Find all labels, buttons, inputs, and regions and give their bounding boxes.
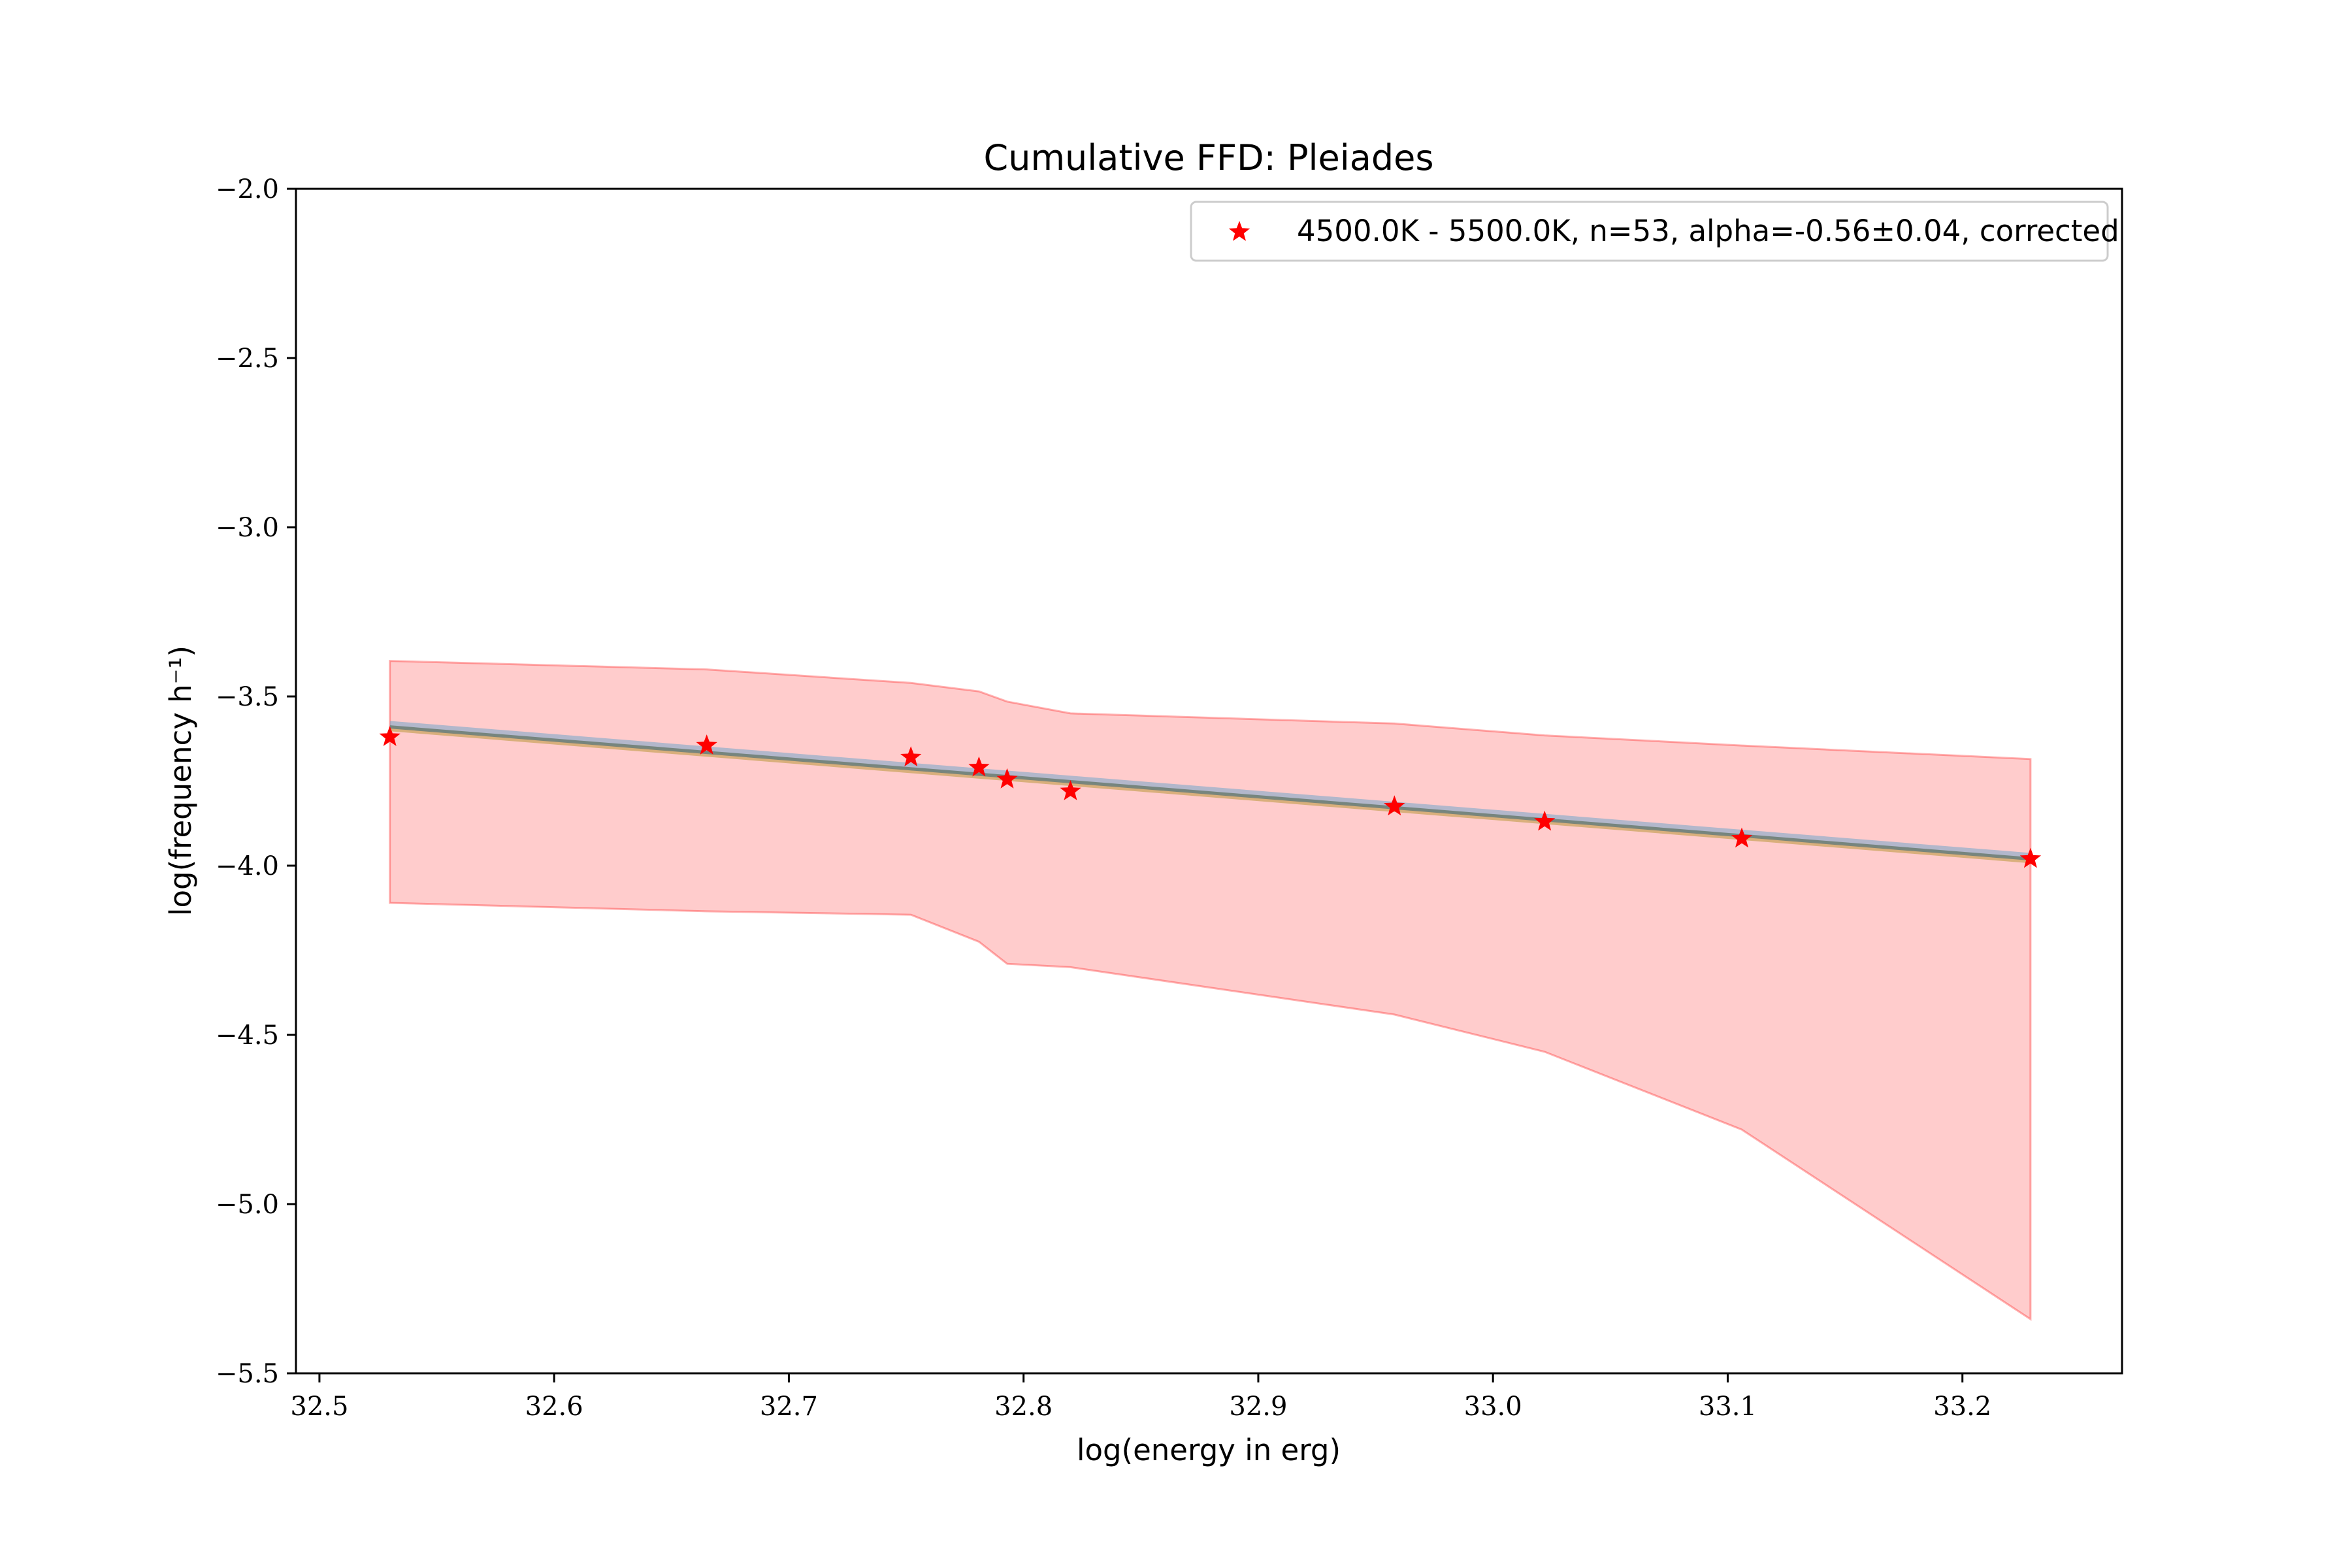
- x-tick-label: 33.1: [1699, 1392, 1757, 1422]
- data-point-star: [900, 746, 922, 766]
- legend: 4500.0K - 5500.0K, n=53, alpha=-0.56±0.0…: [1190, 201, 2119, 262]
- x-tick-label: 32.8: [994, 1392, 1053, 1422]
- data-point-star: [1534, 810, 1556, 831]
- y-axis-ticks: −2.0 −2.5 −3.0 −3.5 −4.0 −4.5 −5.0 −5.5: [216, 174, 296, 1389]
- fit-line-layer: [389, 721, 2031, 864]
- data-point-star: [996, 768, 1018, 789]
- x-tick-label: 32.6: [525, 1392, 583, 1422]
- plot-area: [379, 660, 2042, 1321]
- data-point-star: [2019, 847, 2042, 868]
- fit-line-1: [389, 728, 2031, 864]
- legend-box: [1190, 201, 2109, 262]
- chart-title: Cumulative FFD: Pleiades: [984, 137, 1434, 178]
- x-tick-label: 33.2: [1933, 1392, 1991, 1422]
- y-tick-label: −5.0: [216, 1190, 279, 1220]
- y-tick-label: −4.0: [216, 851, 279, 881]
- y-tick-label: −2.5: [216, 344, 279, 374]
- data-point-star: [968, 756, 990, 777]
- data-point-star: [1060, 780, 1081, 800]
- y-tick-label: −5.5: [216, 1359, 279, 1389]
- data-point-star: [696, 734, 717, 755]
- y-tick-label: −2.0: [216, 174, 279, 204]
- y-axis-label: log(frequency h⁻¹): [163, 645, 198, 916]
- data-point-star: [379, 726, 400, 746]
- y-tick-label: −3.0: [216, 513, 279, 543]
- fit-line-2: [389, 725, 2031, 861]
- x-axis-label: log(energy in erg): [1077, 1433, 1341, 1467]
- y-tick-label: −4.5: [216, 1021, 279, 1051]
- y-tick-label: −3.5: [216, 682, 279, 712]
- x-tick-label: 33.0: [1464, 1392, 1522, 1422]
- x-tick-label: 32.7: [760, 1392, 818, 1422]
- legend-star-marker: [1228, 221, 1250, 241]
- data-point-star: [1731, 827, 1753, 848]
- x-tick-label: 32.9: [1229, 1392, 1287, 1422]
- legend-entry-label: 4500.0K - 5500.0K, n=53, alpha=-0.56±0.0…: [1297, 214, 2119, 248]
- x-axis-ticks: 32.5 32.6 32.7 32.8 32.9 33.0 33.1 33.2: [290, 1373, 1991, 1422]
- data-point-star: [1384, 795, 1405, 816]
- x-tick-label: 32.5: [290, 1392, 348, 1422]
- fit-line-0: [389, 721, 2031, 860]
- data-points-layer: [379, 726, 2042, 868]
- axes-frame: [295, 188, 2123, 1375]
- legend-star: [1228, 221, 1250, 241]
